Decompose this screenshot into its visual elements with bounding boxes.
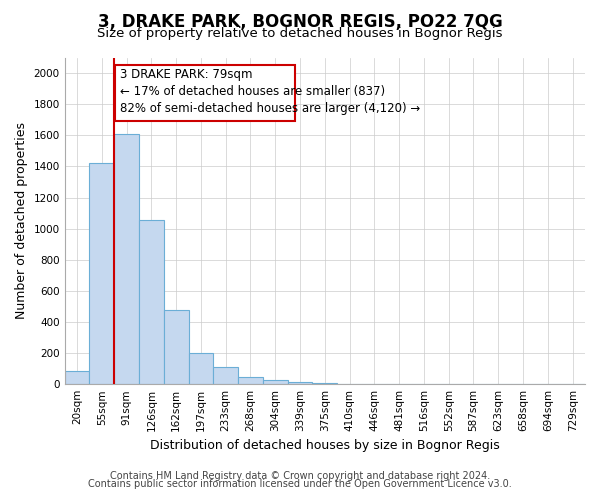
Bar xyxy=(214,367,238,384)
Bar xyxy=(238,377,263,384)
Bar xyxy=(287,382,313,384)
Text: Size of property relative to detached houses in Bognor Regis: Size of property relative to detached ho… xyxy=(97,28,503,40)
Text: 3, DRAKE PARK, BOGNOR REGIS, PO22 7QG: 3, DRAKE PARK, BOGNOR REGIS, PO22 7QG xyxy=(98,12,502,30)
Y-axis label: Number of detached properties: Number of detached properties xyxy=(15,122,28,320)
Bar xyxy=(263,380,287,384)
Bar xyxy=(164,310,188,384)
FancyBboxPatch shape xyxy=(115,66,295,122)
Text: Contains HM Land Registry data © Crown copyright and database right 2024.: Contains HM Land Registry data © Crown c… xyxy=(110,471,490,481)
Bar xyxy=(114,134,139,384)
Text: Contains public sector information licensed under the Open Government Licence v3: Contains public sector information licen… xyxy=(88,479,512,489)
Bar xyxy=(65,371,89,384)
Text: 3 DRAKE PARK: 79sqm
← 17% of detached houses are smaller (837)
82% of semi-detac: 3 DRAKE PARK: 79sqm ← 17% of detached ho… xyxy=(121,68,421,116)
X-axis label: Distribution of detached houses by size in Bognor Regis: Distribution of detached houses by size … xyxy=(150,440,500,452)
Bar xyxy=(139,220,164,384)
Bar xyxy=(89,164,114,384)
Bar xyxy=(188,353,214,384)
